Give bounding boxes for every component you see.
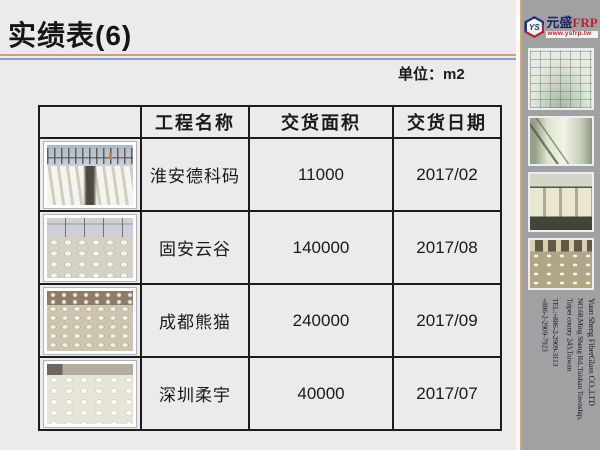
header-project: 工程名称: [140, 105, 250, 139]
header-area: 交货面积: [248, 105, 394, 139]
company-name: Yuan Sheng FiberGlass CO.,LTD: [587, 298, 597, 406]
photo-texture: [47, 165, 133, 205]
ys-hexagon-icon: YS: [524, 16, 545, 38]
project-name-cell: 淮安德科码: [140, 137, 250, 212]
table-row: 深圳柔宇 40000 2017/07: [38, 356, 502, 431]
unit-label: 单位：m2: [398, 66, 465, 83]
sidebar-photo-tank: [528, 116, 594, 166]
project-photo: [43, 213, 137, 282]
address-line-1: NO.68,Ming Sheng Rd.,Taishan Township,: [576, 298, 586, 421]
phone-line-1: TEL:+886-2-2909-3113: [551, 298, 561, 367]
divider-strip: [516, 0, 522, 450]
table-row: 固安云谷 140000 2017/08: [38, 210, 502, 285]
table-row: 成都熊猫 240000 2017/09: [38, 283, 502, 358]
project-name-cell: 成都熊猫: [140, 283, 250, 358]
contact-info-vertical: Yuan Sheng FiberGlass CO.,LTD NO.68,Ming…: [525, 298, 597, 430]
project-photo-cell: [38, 137, 142, 212]
project-photo: [43, 286, 137, 355]
company-logo: YS 元盛FRP www.ysfrp.tw: [524, 16, 598, 38]
sidebar-photo-interior: [528, 238, 594, 290]
slide-title: 实绩表(6): [8, 20, 133, 51]
brand-name-cjk: 元盛: [546, 15, 573, 31]
table-header-row: 工程名称 交货面积 交货日期: [38, 105, 502, 139]
table-row: 淮安德科码 11000 2017/02: [38, 137, 502, 212]
title-underline-blue: [0, 58, 516, 60]
brand-name-latin: FRP: [572, 15, 598, 31]
delivery-area-cell: 240000: [248, 283, 394, 358]
photo-texture: [47, 217, 133, 237]
brand-sidebar: YS 元盛FRP www.ysfrp.tw Yuan Sheng FiberGl…: [522, 0, 600, 450]
brand-text: 元盛FRP www.ysfrp.tw: [546, 16, 598, 38]
sidebar-photo-ceiling: [528, 48, 594, 110]
photo-texture: [47, 147, 133, 164]
header-date: 交货日期: [392, 105, 502, 139]
project-photo-cell: [38, 356, 142, 431]
project-name-cell: 固安云谷: [140, 210, 250, 285]
delivery-date-cell: 2017/09: [392, 283, 502, 358]
project-photo: [43, 140, 137, 209]
project-photo: [43, 359, 137, 428]
delivery-date-cell: 2017/08: [392, 210, 502, 285]
photo-texture: [47, 374, 133, 424]
delivery-area-cell: 140000: [248, 210, 394, 285]
sidebar-photo-tank-farm: [528, 172, 594, 232]
phone-line-2: +886-2-2909-7923: [540, 298, 550, 352]
project-photo-cell: [38, 210, 142, 285]
delivery-area-cell: 40000: [248, 356, 394, 431]
header-photo-cell: [38, 105, 142, 139]
photo-texture: [47, 236, 133, 278]
photo-texture: [47, 290, 133, 305]
title-underline-orange: [0, 54, 516, 56]
address-line-2: Taipei county 243,Taiwan: [565, 298, 575, 372]
photo-texture: [109, 152, 112, 159]
delivery-date-cell: 2017/07: [392, 356, 502, 431]
photo-texture: [47, 363, 133, 375]
website-url: www.ysfrp.tw: [546, 30, 598, 38]
brand-name: 元盛FRP: [546, 16, 597, 30]
ys-monogram: YS: [526, 18, 542, 36]
project-name-cell: 深圳柔宇: [140, 356, 250, 431]
project-photo-cell: [38, 283, 142, 358]
performance-table: 工程名称 交货面积 交货日期 淮安德科码 11000 2017/02: [38, 105, 502, 431]
delivery-area-cell: 11000: [248, 137, 394, 212]
delivery-date-cell: 2017/02: [392, 137, 502, 212]
photo-texture: [47, 304, 133, 351]
